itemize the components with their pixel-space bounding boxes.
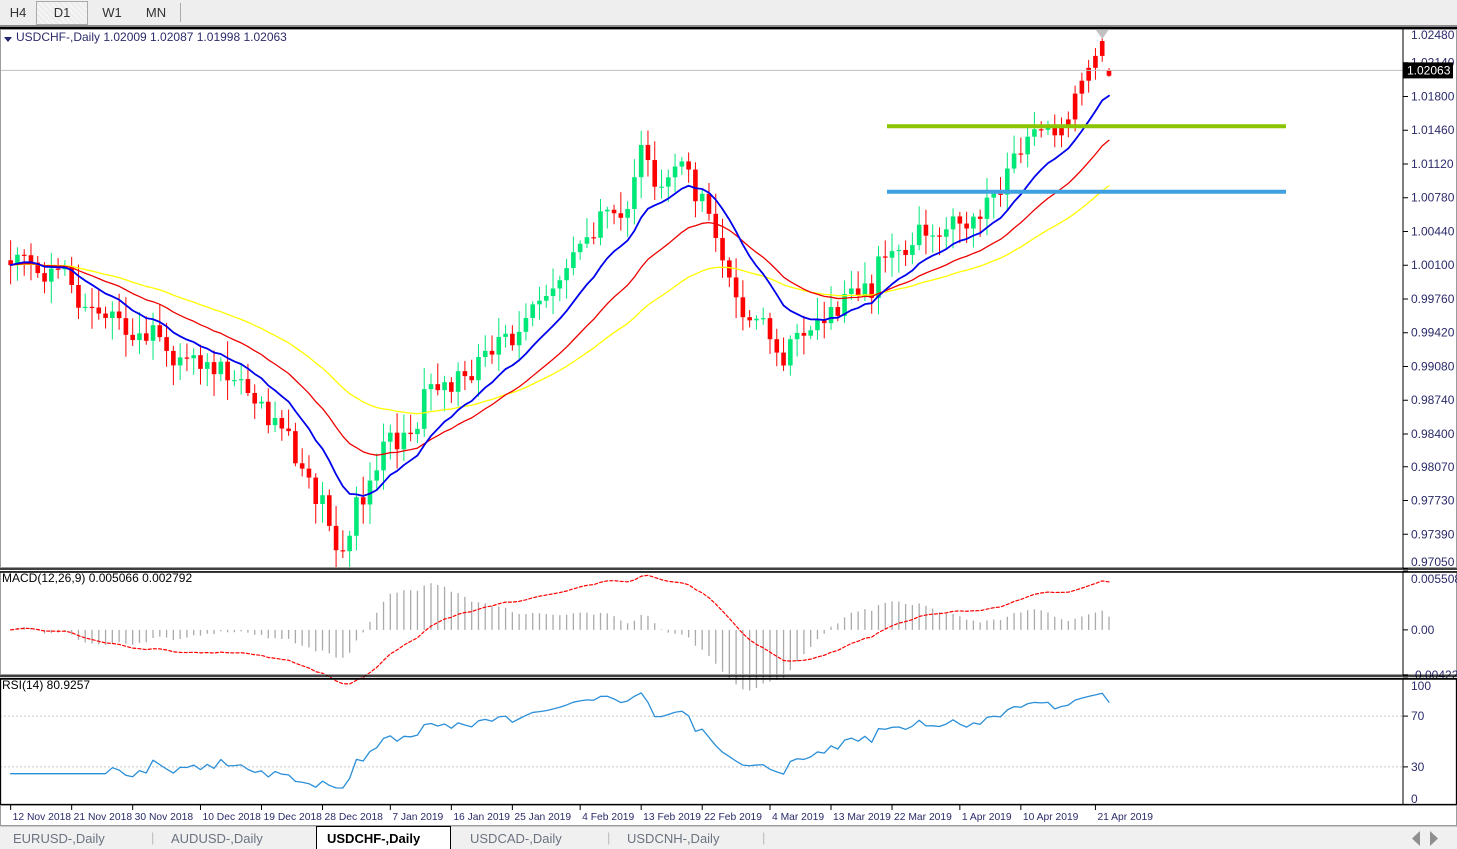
svg-text:30 Nov 2018: 30 Nov 2018 [135, 812, 194, 823]
svg-text:0.99080: 0.99080 [1411, 359, 1455, 373]
svg-text:1.01120: 1.01120 [1411, 157, 1454, 171]
svg-text:RSI(14) 80.9257: RSI(14) 80.9257 [2, 678, 90, 692]
svg-text:1.01800: 1.01800 [1411, 89, 1455, 103]
svg-text:0.97390: 0.97390 [1411, 527, 1455, 541]
svg-text:0.97050: 0.97050 [1411, 555, 1455, 569]
svg-text:0.99420: 0.99420 [1411, 326, 1455, 340]
svg-text:19 Dec 2018: 19 Dec 2018 [264, 812, 323, 823]
svg-text:1.00780: 1.00780 [1411, 191, 1455, 205]
svg-text:0.00: 0.00 [1411, 623, 1435, 637]
svg-text:22 Feb 2019: 22 Feb 2019 [704, 812, 762, 823]
svg-text:25 Jan 2019: 25 Jan 2019 [514, 812, 571, 823]
svg-text:13 Feb 2019: 13 Feb 2019 [643, 812, 701, 823]
svg-text:10 Dec 2018: 10 Dec 2018 [202, 812, 261, 823]
svg-text:21 Nov 2018: 21 Nov 2018 [74, 812, 133, 823]
svg-text:7 Jan 2019: 7 Jan 2019 [392, 812, 443, 823]
svg-text:12 Nov 2018: 12 Nov 2018 [13, 812, 72, 823]
svg-text:13 Mar 2019: 13 Mar 2019 [833, 812, 891, 823]
svg-text:0.005508: 0.005508 [1411, 572, 1457, 586]
svg-text:30: 30 [1411, 760, 1425, 774]
svg-text:1.01460: 1.01460 [1411, 123, 1455, 137]
svg-text:100: 100 [1411, 679, 1431, 693]
svg-text:70: 70 [1411, 709, 1425, 723]
svg-text:MACD(12,26,9) 0.005066 0.00279: MACD(12,26,9) 0.005066 0.002792 [2, 571, 192, 585]
svg-text:USDCHF-,Daily 1.02009 1.02087: USDCHF-,Daily 1.02009 1.02087 1.01998 1.… [16, 30, 287, 44]
svg-text:1.00440: 1.00440 [1411, 224, 1455, 238]
svg-text:1 Apr 2019: 1 Apr 2019 [962, 812, 1012, 823]
svg-text:0.98070: 0.98070 [1411, 460, 1455, 474]
svg-text:10 Apr 2019: 10 Apr 2019 [1023, 812, 1079, 823]
svg-text:21 Apr 2019: 21 Apr 2019 [1097, 812, 1153, 823]
svg-text:0.98400: 0.98400 [1411, 427, 1455, 441]
svg-text:16 Jan 2019: 16 Jan 2019 [453, 812, 510, 823]
svg-text:28 Dec 2018: 28 Dec 2018 [325, 812, 384, 823]
svg-text:22 Mar 2019: 22 Mar 2019 [894, 812, 952, 823]
svg-text:1.02063: 1.02063 [1407, 63, 1451, 77]
svg-text:1.02480: 1.02480 [1411, 28, 1455, 42]
svg-text:0: 0 [1411, 792, 1418, 806]
svg-text:4 Mar 2019: 4 Mar 2019 [772, 812, 824, 823]
svg-text:0.98740: 0.98740 [1411, 393, 1455, 407]
svg-text:4 Feb 2019: 4 Feb 2019 [582, 812, 634, 823]
svg-text:1.00100: 1.00100 [1411, 258, 1455, 272]
svg-text:0.99760: 0.99760 [1411, 292, 1455, 306]
svg-text:0.97730: 0.97730 [1411, 494, 1455, 508]
